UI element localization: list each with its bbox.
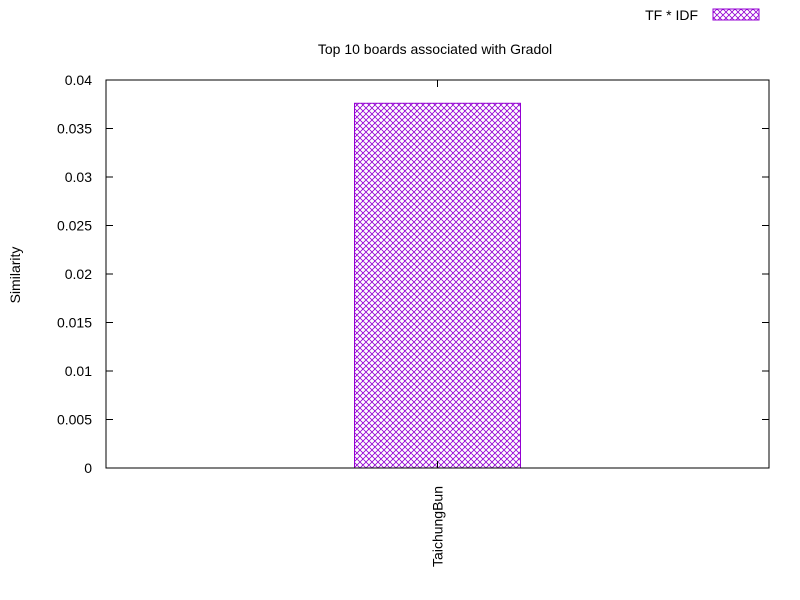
y-tick-label: 0.04 [65, 72, 92, 88]
y-tick-label: 0.02 [65, 266, 92, 282]
y-axis-label: Similarity [7, 247, 23, 304]
y-tick-label: 0.035 [57, 121, 92, 137]
y-axis-ticks: 0 0.005 0.01 0.015 0.02 0.025 0.03 0.035 0.04 [57, 72, 769, 476]
y-tick-label: 0.01 [65, 363, 92, 379]
x-axis-ticks: TaichungBun [430, 80, 446, 567]
legend-label: TF * IDF [645, 7, 698, 23]
legend-swatch [712, 8, 760, 21]
bars [354, 102, 521, 469]
y-tick-label: 0.015 [57, 315, 92, 331]
legend: TF * IDF [645, 7, 760, 23]
y-tick-label: 0.03 [65, 169, 92, 185]
y-tick-label: 0.025 [57, 218, 92, 234]
y-tick-label: 0 [84, 460, 92, 476]
chart-title: Top 10 boards associated with Gradol [318, 41, 552, 57]
plot-border [105, 79, 770, 469]
y-tick-label: 0.005 [57, 412, 92, 428]
x-tick-label: TaichungBun [430, 486, 446, 567]
bar-taichungbun [354, 102, 521, 469]
